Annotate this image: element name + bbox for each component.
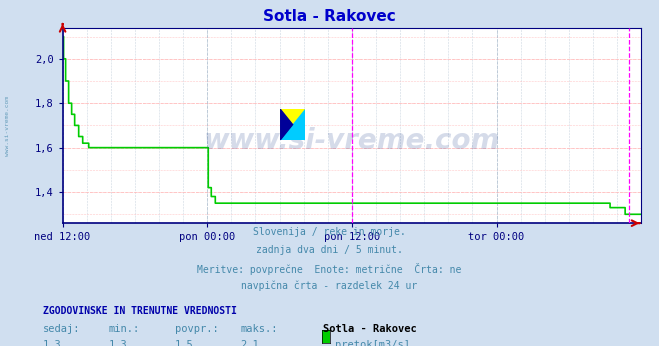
- Text: 1,3: 1,3: [43, 340, 61, 346]
- Text: www.si-vreme.com: www.si-vreme.com: [204, 127, 500, 155]
- Text: sedaj:: sedaj:: [43, 324, 80, 334]
- Text: pretok[m3/s]: pretok[m3/s]: [335, 340, 410, 346]
- Text: navpična črta - razdelek 24 ur: navpična črta - razdelek 24 ur: [241, 281, 418, 291]
- Text: 2,1: 2,1: [241, 340, 259, 346]
- Polygon shape: [280, 109, 305, 140]
- Text: www.si-vreme.com: www.si-vreme.com: [5, 96, 11, 156]
- Text: Sotla - Rakovec: Sotla - Rakovec: [323, 324, 416, 334]
- Text: povpr.:: povpr.:: [175, 324, 218, 334]
- Text: zadnja dva dni / 5 minut.: zadnja dva dni / 5 minut.: [256, 245, 403, 255]
- Text: maks.:: maks.:: [241, 324, 278, 334]
- Polygon shape: [280, 109, 293, 140]
- Text: ZGODOVINSKE IN TRENUTNE VREDNOSTI: ZGODOVINSKE IN TRENUTNE VREDNOSTI: [43, 306, 237, 316]
- Text: Meritve: povprečne  Enote: metrične  Črta: ne: Meritve: povprečne Enote: metrične Črta:…: [197, 263, 462, 275]
- Text: 1,3: 1,3: [109, 340, 127, 346]
- Text: 1,5: 1,5: [175, 340, 193, 346]
- Text: min.:: min.:: [109, 324, 140, 334]
- Text: Slovenija / reke in morje.: Slovenija / reke in morje.: [253, 227, 406, 237]
- Text: Sotla - Rakovec: Sotla - Rakovec: [263, 9, 396, 24]
- Polygon shape: [280, 109, 305, 140]
